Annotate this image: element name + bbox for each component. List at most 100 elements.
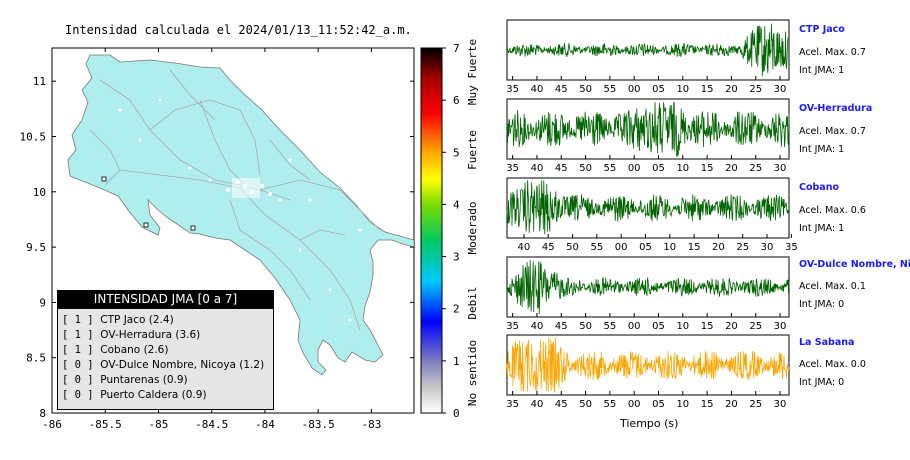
colorbar-tick-label: 3 bbox=[453, 251, 460, 264]
time-tick-label: 15 bbox=[688, 242, 701, 253]
lon-tick-label: -83 bbox=[361, 418, 381, 431]
lon-tick-label: -85 bbox=[149, 418, 169, 431]
station-acel: Acel. Max. 0.7 bbox=[799, 47, 866, 58]
station-marker bbox=[101, 176, 107, 182]
station-name: OV-Herradura bbox=[799, 103, 873, 114]
time-tick-label: 30 bbox=[774, 84, 787, 95]
time-tick-label: 15 bbox=[701, 321, 714, 332]
station-name: OV-Dulce Nombre, Nicoya bbox=[799, 259, 910, 270]
time-tick-label: 05 bbox=[652, 321, 665, 332]
station-name: CTP Jaco bbox=[799, 24, 845, 35]
time-tick-label: 00 bbox=[628, 399, 641, 410]
time-tick-label: 55 bbox=[604, 321, 617, 332]
time-tick-label: 50 bbox=[579, 84, 592, 95]
time-tick-label: 50 bbox=[579, 163, 592, 174]
colorbar-label-muy-fuerte: Muy Fuerte bbox=[466, 39, 479, 105]
time-tick-label: 10 bbox=[676, 321, 689, 332]
lat-tick-label: 11 bbox=[33, 75, 46, 88]
colorbar-tick-label: 4 bbox=[453, 198, 460, 211]
time-tick-label: 05 bbox=[652, 163, 665, 174]
colorbar-tick-label: 5 bbox=[453, 146, 460, 159]
time-tick-label: 45 bbox=[542, 242, 555, 253]
legend-label: CTP Jaco (2.4) bbox=[100, 314, 174, 326]
map-title: Intensidad calculada el 2024/01/13_11:52… bbox=[65, 23, 412, 37]
legend-title: INTENSIDAD JMA [0 a 7] bbox=[57, 290, 274, 309]
time-tick-label: 50 bbox=[579, 399, 592, 410]
time-tick-label: 10 bbox=[676, 84, 689, 95]
colorbar-label-no-sentido: No sentido bbox=[466, 340, 479, 406]
seismogram-trace bbox=[506, 23, 790, 77]
time-tick-label: 35 bbox=[785, 242, 798, 253]
colorbar-tick-label: 7 bbox=[453, 42, 460, 55]
seismogram-trace bbox=[506, 259, 790, 315]
map-axes: -86 -85.5 -85 -84.5 -84 -83.5 -83 11 10.5 10 9.5 9 8… bbox=[20, 48, 414, 431]
time-tick-label: 05 bbox=[652, 84, 665, 95]
time-tick-label: 50 bbox=[579, 321, 592, 332]
time-tick-label: 50 bbox=[566, 242, 579, 253]
colorbar-tick-label: 2 bbox=[453, 303, 460, 316]
legend-label: OV-Herradura (3.6) bbox=[100, 329, 201, 341]
time-tick-label: 20 bbox=[725, 399, 738, 410]
time-tick-label: 40 bbox=[531, 163, 544, 174]
station-name: La Sabana bbox=[799, 337, 855, 348]
intensity-legend bbox=[57, 290, 274, 410]
lat-tick-label: 9.5 bbox=[26, 241, 46, 254]
time-tick-label: 00 bbox=[628, 321, 641, 332]
time-tick-label: 10 bbox=[676, 163, 689, 174]
time-tick-label: 35 bbox=[506, 321, 519, 332]
station-acel: Acel. Max. 0.7 bbox=[799, 126, 866, 137]
time-tick-label: 00 bbox=[628, 163, 641, 174]
station-acel: Acel. Max. 0.6 bbox=[799, 205, 866, 216]
colorbar-axis: 0 1 2 3 4 5 6 7 bbox=[442, 42, 460, 420]
colorbar-tick-label: 6 bbox=[453, 94, 460, 107]
legend-level: [ 0 ] bbox=[62, 359, 94, 371]
colorbar-label-moderado: Moderado bbox=[466, 202, 479, 255]
time-tick-label: 25 bbox=[749, 163, 762, 174]
time-tick-label: 40 bbox=[531, 84, 544, 95]
time-tick-label: 15 bbox=[701, 163, 714, 174]
station-acel: Acel. Max. 0.0 bbox=[799, 359, 866, 370]
time-tick-label: 00 bbox=[615, 242, 628, 253]
road-network bbox=[89, 69, 381, 331]
time-tick-label: 40 bbox=[531, 399, 544, 410]
time-tick-label: 25 bbox=[749, 321, 762, 332]
time-tick-label: 55 bbox=[604, 399, 617, 410]
time-tick-label: 20 bbox=[725, 321, 738, 332]
time-tick-label: 45 bbox=[555, 399, 568, 410]
lon-tick-label: -85.5 bbox=[89, 418, 122, 431]
station-dots bbox=[118, 98, 362, 322]
legend-label: Puerto Caldera (0.9) bbox=[100, 389, 207, 401]
time-tick-label: 15 bbox=[701, 399, 714, 410]
time-tick-label: 25 bbox=[736, 242, 749, 253]
time-tick-label: 30 bbox=[774, 163, 787, 174]
time-tick-label: 45 bbox=[555, 163, 568, 174]
legend-label: Cobano (2.6) bbox=[100, 344, 169, 356]
lon-tick-label: -84 bbox=[255, 418, 275, 431]
station-name: Cobano bbox=[799, 182, 839, 193]
x-axis-title: Tiempo (s) bbox=[620, 417, 679, 430]
station-int: Int JMA: 0 bbox=[799, 299, 845, 310]
time-tick-label: 20 bbox=[725, 163, 738, 174]
legend-item: [ 0 ] OV-Dulce Nombre, Nicoya (1.2) bbox=[62, 359, 264, 371]
time-tick-label: 35 bbox=[506, 84, 519, 95]
lat-tick-label: 10.5 bbox=[20, 130, 47, 143]
seismogram-trace bbox=[506, 337, 790, 393]
legend-item: [ 1 ] OV-Herradura (3.6) bbox=[62, 329, 200, 341]
legend-item: [ 0 ] Puerto Caldera (0.9) bbox=[62, 389, 207, 401]
time-tick-label: 30 bbox=[774, 321, 787, 332]
time-tick-label: 35 bbox=[506, 399, 519, 410]
lat-tick-label: 10 bbox=[33, 186, 46, 199]
colorbar bbox=[420, 47, 443, 414]
legend-level: [ 1 ] bbox=[62, 314, 94, 326]
lon-tick-label: -86 bbox=[42, 418, 62, 431]
colorbar-tick-label: 1 bbox=[453, 355, 460, 368]
lon-tick-label: -83.5 bbox=[302, 418, 335, 431]
station-marker bbox=[143, 222, 149, 228]
colorbar-label-debil: Debil bbox=[466, 286, 479, 319]
lon-tick-label: -84.5 bbox=[195, 418, 228, 431]
time-tick-label: 10 bbox=[663, 242, 676, 253]
legend-item: [ 0 ] Puntarenas (0.9) bbox=[62, 374, 188, 386]
lat-tick-label: 9 bbox=[39, 296, 46, 309]
legend-level: [ 1 ] bbox=[62, 344, 94, 356]
